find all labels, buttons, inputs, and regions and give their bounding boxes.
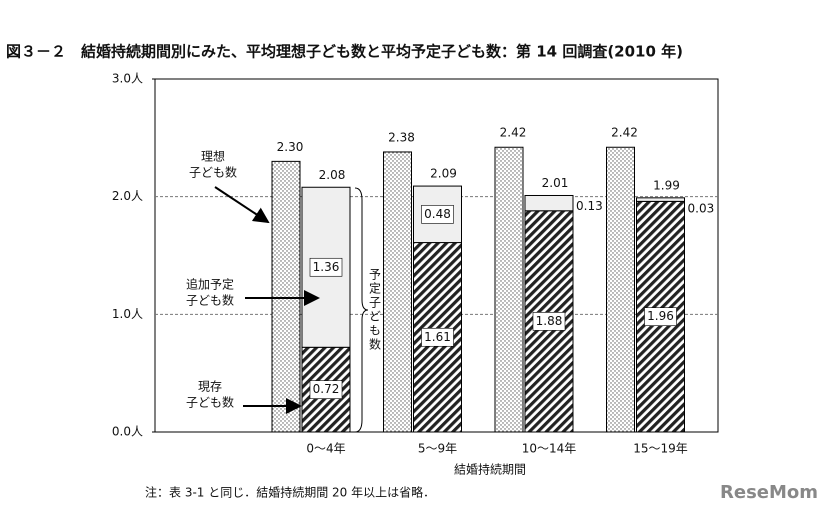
annotation: 追加予定 (186, 277, 234, 292)
ideal-bar (383, 151, 412, 433)
label-bg (644, 307, 677, 326)
segment-label: 1.88 (536, 314, 563, 328)
x-axis-title: 結婚持続期間 (454, 462, 526, 477)
segment (524, 194, 574, 212)
y-tick-label: 2.0人 (112, 189, 143, 203)
arrow (214, 186, 270, 224)
segment-label: 0.72 (313, 382, 340, 396)
label-bg (421, 327, 454, 347)
y-tick-label: 3.0人 (112, 72, 143, 86)
total-label: 2.09 (430, 167, 457, 181)
total-label: 1.99 (653, 178, 680, 192)
ideal-label: 2.42 (611, 126, 638, 140)
segment-label: 1.36 (313, 260, 340, 274)
segment-label: 1.61 (424, 330, 451, 344)
y-tick-label: 1.0人 (112, 307, 143, 321)
total-label: 2.01 (542, 176, 569, 190)
x-tick-label: 5～9年 (418, 442, 457, 456)
segment-label: 0.03 (688, 201, 715, 215)
segment-label: 0.13 (576, 199, 603, 213)
segment-label: 0.48 (424, 207, 451, 221)
label-bg (532, 312, 566, 331)
total-label: 2.08 (319, 168, 346, 182)
label-bg (309, 380, 343, 399)
segment (636, 197, 685, 202)
annotation: 子ども数 (189, 165, 237, 180)
annotation: 理想 (201, 149, 225, 164)
x-tick-label: 0～4年 (306, 442, 345, 456)
ideal-bar (606, 146, 635, 433)
label-bg (309, 257, 343, 277)
label-bg (421, 205, 454, 224)
chart-title: 図３－２ 結婚持続期間別にみた、平均理想子ども数と平均予定子ども数：第 14 回… (6, 43, 683, 61)
ideal-bar (494, 146, 524, 433)
y-tick-label: 0.0人 (112, 425, 143, 439)
brace-label: 予定子ども数 (368, 268, 382, 352)
ideal-label: 2.30 (277, 140, 304, 154)
ideal-label: 2.38 (388, 130, 415, 144)
annotation: 子ども数 (186, 395, 234, 410)
watermark: ReseMom (720, 482, 818, 503)
x-tick-label: 15～19年 (633, 442, 688, 456)
ideal-bar (271, 160, 301, 433)
note: 注：表 3-1 と同じ．結婚持続期間 20 年以上は省略． (145, 485, 435, 500)
annotation: 現存 (198, 380, 222, 394)
annotation: 子ども数 (186, 293, 234, 308)
segment-label: 1.96 (647, 309, 674, 323)
brace (354, 187, 369, 433)
x-tick-label: 10～14年 (522, 442, 577, 456)
ideal-label: 2.42 (500, 126, 527, 140)
